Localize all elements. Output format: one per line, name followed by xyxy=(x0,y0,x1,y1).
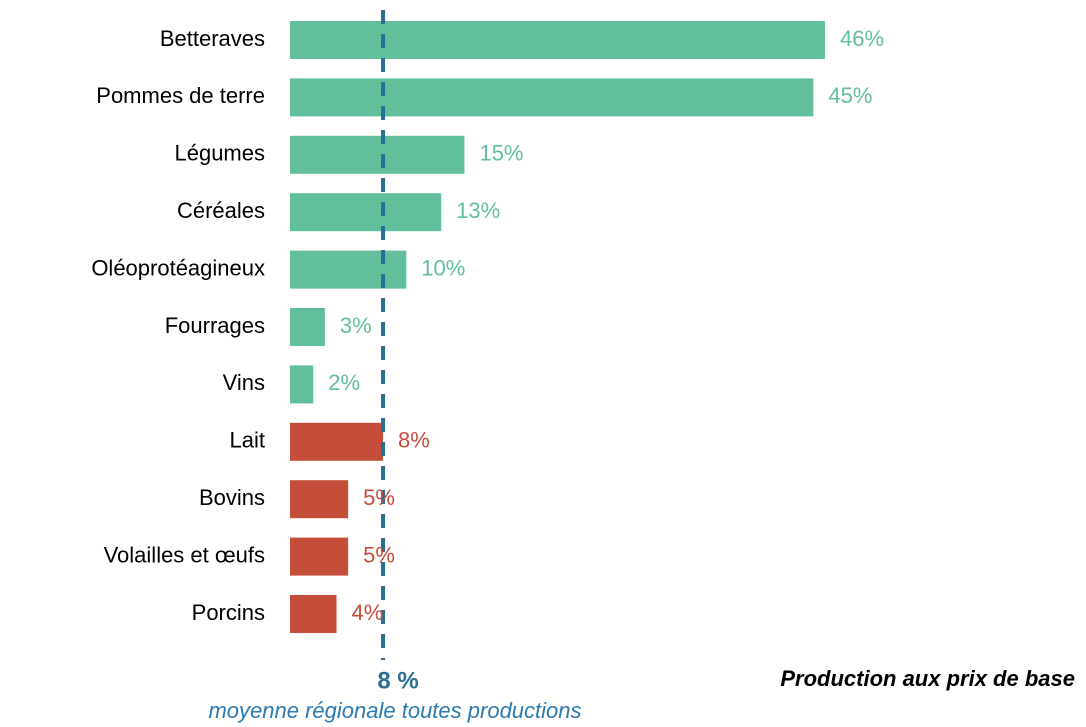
bar xyxy=(290,480,349,519)
category-label: Bovins xyxy=(199,485,265,510)
reference-caption: moyenne régionale toutes productions xyxy=(208,698,581,723)
value-label: 45% xyxy=(828,83,872,108)
bar xyxy=(290,193,442,232)
bar xyxy=(290,21,825,59)
reference-label: 8 % xyxy=(377,667,418,694)
bar xyxy=(290,250,407,289)
bar xyxy=(290,365,314,404)
category-label: Volailles et œufs xyxy=(104,542,265,567)
category-label: Fourrages xyxy=(165,313,265,338)
value-label: 5% xyxy=(363,485,395,510)
bar xyxy=(290,422,384,461)
category-label: Pommes de terre xyxy=(96,83,265,108)
bar xyxy=(290,595,337,633)
category-label: Oléoprotéagineux xyxy=(91,255,265,280)
category-label: Porcins xyxy=(192,600,265,625)
category-label: Légumes xyxy=(174,141,265,166)
bar xyxy=(290,78,814,117)
bar xyxy=(290,537,349,576)
value-label: 4% xyxy=(352,600,384,625)
value-label: 5% xyxy=(363,542,395,567)
category-label: Betteraves xyxy=(160,26,265,51)
value-label: 15% xyxy=(479,141,523,166)
bar xyxy=(290,308,325,346)
value-label: 8% xyxy=(398,428,430,453)
value-label: 3% xyxy=(340,313,372,338)
category-label: Lait xyxy=(230,428,265,453)
category-label: Céréales xyxy=(177,198,265,223)
bar xyxy=(290,135,465,174)
value-label: 10% xyxy=(421,255,465,280)
note: Production aux prix de base xyxy=(780,666,1075,691)
value-label: 13% xyxy=(456,198,500,223)
value-label: 46% xyxy=(840,26,884,51)
category-label: Vins xyxy=(223,370,265,395)
value-label: 2% xyxy=(328,370,360,395)
